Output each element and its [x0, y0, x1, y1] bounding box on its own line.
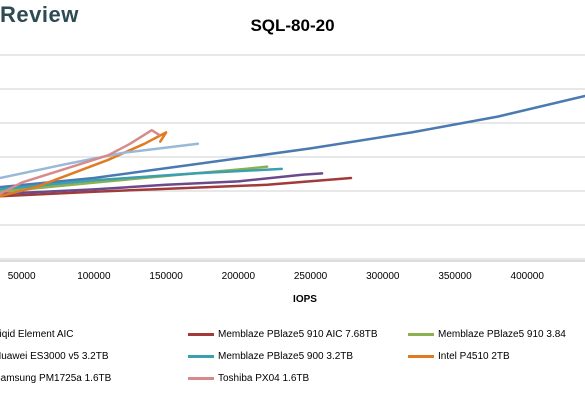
- x-tick-label: 150000: [149, 271, 183, 282]
- legend-label: Memblaze PBlaze5 910 3.84: [438, 329, 566, 340]
- x-tick-labels: 50000 100000 150000 200000 250000 300000 35000…: [8, 271, 545, 282]
- series-line-8: [0, 128, 161, 196]
- legend-label: Samsung PM1725a 1.6TB: [0, 373, 112, 384]
- legend-item: Toshiba PX04 1.6TB: [188, 373, 309, 384]
- series-line-5: [0, 167, 283, 191]
- x-tick-label: 50000: [8, 271, 36, 282]
- x-tick-label: 100000: [77, 271, 111, 282]
- legend-label: Toshiba PX04 1.6TB: [218, 373, 310, 384]
- legend-swatch: [408, 333, 434, 336]
- legend-item: Memblaze PBlaze5 910 3.84: [408, 329, 566, 340]
- legend-item: Memblaze PBlaze5 910 AIC 7.68TB: [188, 329, 378, 340]
- x-tick-label: 300000: [366, 271, 400, 282]
- gridlines: [0, 54, 585, 262]
- legend-label: Intel P4510 2TB: [438, 351, 510, 362]
- legend-swatch: [188, 355, 214, 358]
- series-line-6: [0, 131, 168, 198]
- x-tick-label: 200000: [222, 271, 256, 282]
- legend-item: Liqid Element AIC: [0, 329, 74, 340]
- legend-label: Memblaze PBlaze5 910 AIC 7.68TB: [218, 329, 378, 340]
- x-tick-label: 400000: [511, 271, 545, 282]
- legend-swatch: [408, 355, 434, 358]
- series-line-1: [0, 94, 585, 189]
- site-logo: Review: [0, 2, 79, 27]
- series-line-2: [0, 176, 353, 198]
- chart-legend: Liqid Element AIC Memblaze PBlaze5 910 AI…: [0, 325, 585, 395]
- series-line-7: [0, 142, 200, 180]
- legend-label: Huawei ES3000 v5 3.2TB: [0, 351, 109, 362]
- series-line-4: [0, 172, 324, 196]
- legend-swatch: [188, 377, 214, 380]
- series-lines: [0, 94, 585, 198]
- legend-label: Liqid Element AIC: [0, 329, 74, 340]
- legend-item: Memblaze PBlaze5 900 3.2TB: [188, 351, 353, 362]
- legend-item: Huawei ES3000 v5 3.2TB: [0, 351, 109, 362]
- chart-title: SQL-80-20: [250, 16, 335, 35]
- legend-item: Samsung PM1725a 1.6TB: [0, 373, 111, 384]
- legend-label: Memblaze PBlaze5 900 3.2TB: [218, 351, 354, 362]
- x-tick-label: 250000: [294, 271, 328, 282]
- legend-swatch: [188, 333, 214, 336]
- x-axis-label: IOPS: [293, 294, 317, 305]
- x-tick-label: 350000: [438, 271, 472, 282]
- line-chart: 50000 100000 150000 200000 250000 300000 35000…: [0, 54, 585, 305]
- legend-item: Intel P4510 2TB: [408, 351, 510, 362]
